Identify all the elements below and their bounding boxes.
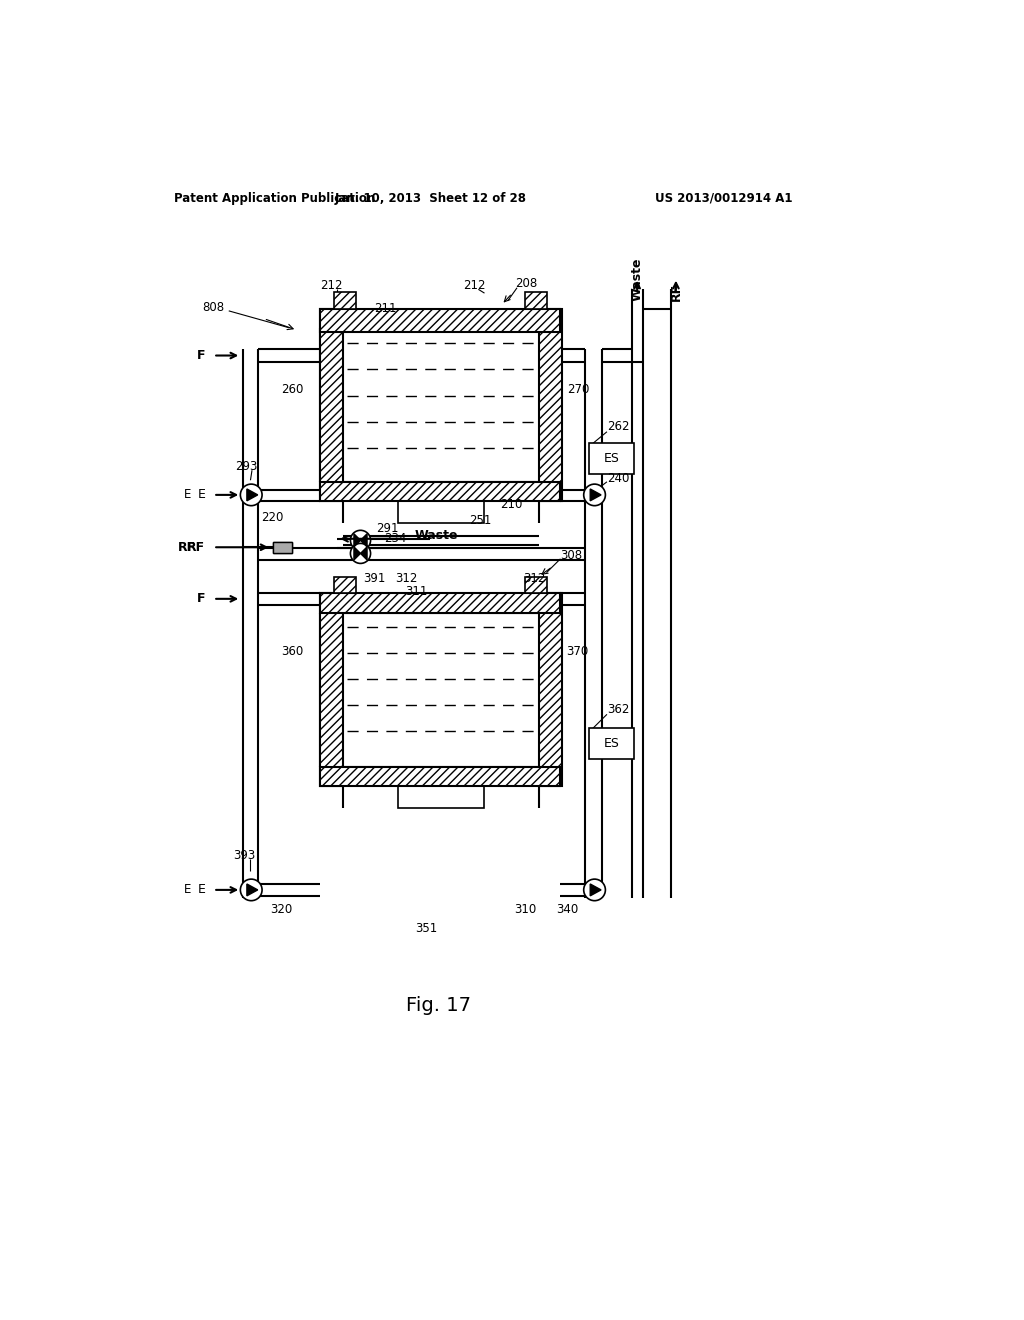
Bar	[321, 309, 343, 502]
Text: 360: 360	[282, 644, 304, 657]
Text: 211: 211	[375, 302, 397, 315]
Text: 270: 270	[566, 383, 589, 396]
Text: 312: 312	[395, 573, 418, 585]
Bar	[343, 612, 539, 767]
Text: 291: 291	[376, 521, 398, 535]
Text: 391: 391	[364, 573, 386, 585]
Text: Patent Application Publication: Patent Application Publication	[174, 191, 376, 205]
Bar	[334, 577, 356, 594]
Text: 393: 393	[233, 849, 256, 862]
Text: E: E	[198, 883, 206, 896]
Bar	[273, 543, 292, 553]
Text: Jan. 10, 2013  Sheet 12 of 28: Jan. 10, 2013 Sheet 12 of 28	[334, 191, 526, 205]
Text: 308: 308	[560, 549, 583, 562]
Text: 262: 262	[607, 420, 630, 433]
Text: F: F	[197, 593, 206, 606]
Text: 234: 234	[384, 532, 407, 545]
Polygon shape	[247, 884, 258, 896]
Circle shape	[241, 879, 262, 900]
Text: F: F	[197, 348, 206, 362]
Text: 320: 320	[270, 903, 293, 916]
Text: ES: ES	[604, 453, 620, 465]
Bar	[524, 577, 547, 594]
Bar	[398, 502, 483, 523]
Bar	[321, 767, 560, 785]
Text: ES: ES	[604, 737, 620, 750]
Text: 208: 208	[515, 277, 538, 289]
Bar	[589, 729, 634, 759]
Text: 220: 220	[261, 511, 284, 524]
Polygon shape	[247, 488, 258, 500]
Text: RF: RF	[670, 282, 682, 301]
Bar	[273, 543, 292, 553]
Text: Waste: Waste	[631, 257, 644, 301]
Text: 340: 340	[556, 903, 579, 916]
Bar	[321, 309, 560, 331]
Text: RF: RF	[178, 541, 197, 554]
Text: 210: 210	[500, 499, 522, 511]
Circle shape	[241, 484, 262, 506]
Text: E: E	[183, 488, 191, 502]
Text: 260: 260	[282, 383, 304, 396]
Bar	[539, 594, 562, 785]
Bar	[321, 482, 560, 502]
Text: 293: 293	[234, 459, 257, 473]
Bar	[524, 292, 547, 309]
Circle shape	[584, 484, 605, 506]
Text: 808: 808	[203, 301, 224, 314]
Bar	[539, 309, 562, 502]
Text: Waste: Waste	[415, 529, 459, 543]
Bar	[398, 785, 483, 808]
Circle shape	[350, 531, 371, 550]
Bar	[321, 594, 560, 612]
Circle shape	[584, 879, 605, 900]
Text: 212: 212	[321, 279, 343, 292]
Bar	[321, 594, 343, 785]
Text: 212: 212	[463, 279, 485, 292]
Bar	[589, 444, 634, 474]
Text: E: E	[198, 488, 206, 502]
Bar	[343, 327, 539, 482]
Text: 370: 370	[566, 644, 589, 657]
Text: 362: 362	[607, 704, 630, 717]
Text: RF: RF	[187, 541, 206, 554]
Text: 310: 310	[514, 903, 537, 916]
Polygon shape	[360, 533, 367, 546]
Circle shape	[350, 544, 371, 564]
Text: 351: 351	[415, 921, 437, 935]
Text: 251: 251	[469, 513, 492, 527]
Text: 311: 311	[406, 585, 428, 598]
Text: E: E	[183, 883, 191, 896]
Polygon shape	[360, 546, 367, 560]
Polygon shape	[590, 884, 601, 896]
Polygon shape	[590, 488, 601, 500]
Polygon shape	[354, 546, 360, 560]
Bar	[334, 292, 356, 309]
Text: Fig. 17: Fig. 17	[406, 995, 470, 1015]
Text: 240: 240	[607, 473, 630, 486]
Text: 312: 312	[523, 573, 546, 585]
Polygon shape	[354, 533, 360, 546]
Text: US 2013/0012914 A1: US 2013/0012914 A1	[655, 191, 793, 205]
